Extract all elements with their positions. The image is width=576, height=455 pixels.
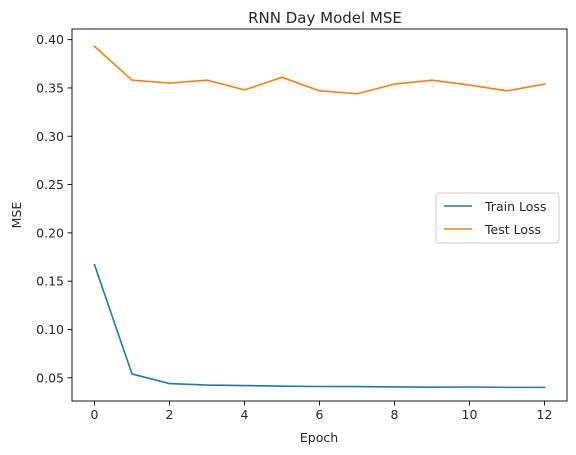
y-axis-label: MSE — [9, 202, 24, 229]
x-tick-label: 6 — [316, 407, 324, 422]
x-tick-label: 2 — [166, 407, 174, 422]
x-tick-label: 0 — [91, 407, 99, 422]
y-tick-label: 0.40 — [36, 32, 64, 47]
series-line-test-loss — [93, 45, 546, 95]
x-tick-label: 10 — [462, 407, 478, 422]
y-tick-label: 0.10 — [36, 322, 64, 337]
x-axis-label: Epoch — [300, 430, 338, 445]
y-tick-label: 0.05 — [36, 370, 64, 385]
y-tick-label: 0.15 — [36, 274, 64, 289]
legend: Train Loss Test Loss — [435, 192, 560, 244]
chart-title: RNN Day Model MSE — [248, 9, 402, 27]
x-axis: 0 2 4 6 8 10 12 — [91, 401, 553, 422]
x-tick-label: 8 — [391, 407, 399, 422]
y-tick-label: 0.30 — [36, 129, 64, 144]
y-tick-label: 0.25 — [36, 177, 64, 192]
y-tick-label: 0.35 — [36, 80, 64, 95]
y-axis: 0.05 0.10 0.15 0.20 0.25 0.30 0.35 0.40 — [36, 32, 72, 385]
x-tick-label: 4 — [241, 407, 249, 422]
series-line-train-loss — [93, 263, 546, 389]
legend-label-test: Test Loss — [484, 222, 541, 237]
series-layer — [93, 45, 546, 389]
legend-label-train: Train Loss — [484, 199, 546, 214]
x-tick-label: 12 — [537, 407, 553, 422]
y-tick-label: 0.20 — [36, 225, 64, 240]
